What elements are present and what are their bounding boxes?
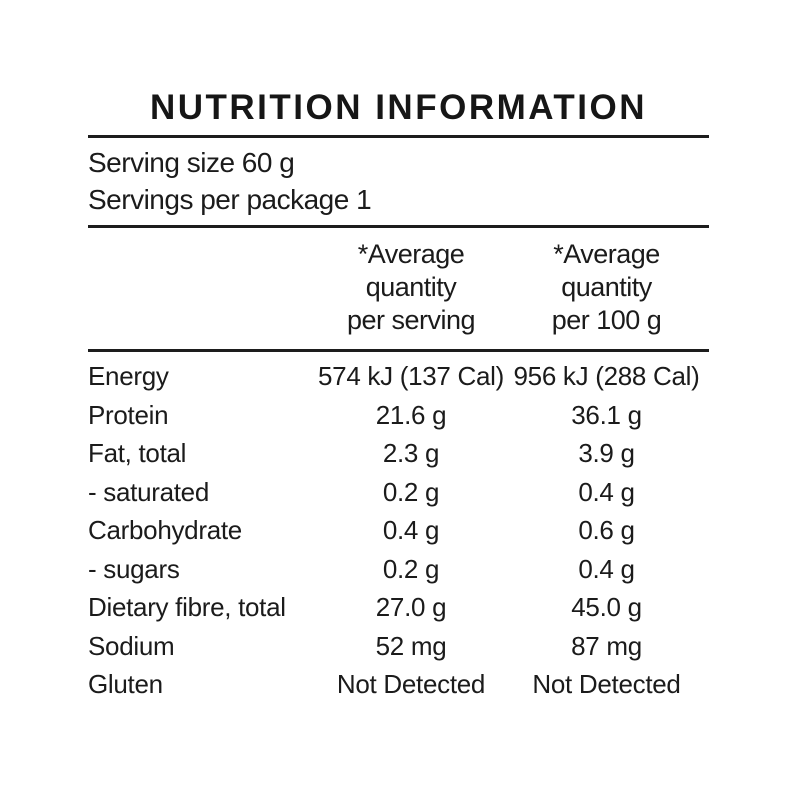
value-per-serving: 52 mg [375, 630, 447, 661]
table-row-carbohydrate: Carbohydrate 0.4 g 0.6 g [88, 511, 709, 550]
nutrient-name: - saturated [88, 476, 209, 507]
value-per-100g: Not Detected [532, 669, 681, 699]
divider-header [88, 349, 709, 352]
value-per-100g: 45.0 g [571, 592, 642, 622]
table-row-fat-total: Fat, total 2.3 g 3.9 g [88, 434, 709, 473]
value-per-serving: 0.2 g [382, 476, 440, 507]
header-line: per serving [346, 305, 476, 335]
value-per-100g: 87 mg [571, 630, 642, 661]
table-row-saturated: - saturated 0.2 g 0.4 g [88, 473, 709, 512]
value-per-100g: 956 kJ (288 Cal) [513, 361, 700, 391]
serving-size-text: Serving size 60 g [88, 147, 295, 178]
column-header-per-100g: *Average quantity per 100 g [504, 238, 709, 337]
value-per-100g: 0.6 g [578, 515, 635, 545]
value-per-serving: Not Detected [336, 669, 486, 699]
nutrient-table: Energy 574 kJ (137 Cal) 956 kJ (288 Cal)… [88, 352, 709, 704]
table-row-sugars: - sugars 0.2 g 0.4 g [88, 550, 709, 589]
header-line: *Average [357, 239, 465, 269]
table-row-gluten: Gluten Not Detected Not Detected [88, 665, 709, 704]
value-per-100g: 3.9 g [578, 438, 635, 468]
value-per-100g: 36.1 g [571, 399, 642, 430]
value-per-serving: 21.6 g [375, 399, 447, 430]
column-header-row: *Average quantity per serving *Average q… [88, 228, 709, 337]
value-per-100g: 0.4 g [578, 553, 635, 584]
servings-per-package-text: Servings per package 1 [88, 184, 372, 215]
nutrient-name: Gluten [88, 669, 163, 699]
header-line: quantity [561, 272, 652, 302]
header-line: per 100 g [551, 305, 662, 335]
table-row-sodium: Sodium 52 mg 87 mg [88, 627, 709, 666]
nutrient-name: Carbohydrate [88, 515, 242, 545]
column-header-per-serving: *Average quantity per serving [318, 238, 504, 337]
nutrient-name: Energy [88, 361, 169, 391]
value-per-serving: 574 kJ (137 Cal) [318, 361, 504, 391]
divider-top [88, 135, 709, 138]
serving-info: Serving size 60 g Servings per package 1 [88, 144, 709, 218]
nutrient-name: Sodium [88, 630, 175, 661]
nutrition-label: NUTRITION INFORMATION Serving size 60 g … [88, 0, 709, 704]
value-per-100g: 0.4 g [578, 476, 635, 507]
table-row-dietary-fibre: Dietary fibre, total 27.0 g 45.0 g [88, 588, 709, 627]
value-per-serving: 2.3 g [382, 438, 440, 468]
header-line: quantity [365, 272, 457, 302]
nutrient-name: Dietary fibre, total [88, 592, 286, 622]
table-row-energy: Energy 574 kJ (137 Cal) 956 kJ (288 Cal) [88, 357, 709, 396]
label-title: NUTRITION INFORMATION [149, 88, 648, 127]
nutrient-name: Protein [88, 399, 169, 430]
header-line: *Average [553, 239, 660, 269]
value-per-serving: 27.0 g [375, 592, 447, 622]
nutrient-name: - sugars [88, 553, 180, 584]
divider-serving [88, 225, 709, 228]
table-row-protein: Protein 21.6 g 36.1 g [88, 396, 709, 435]
value-per-serving: 0.2 g [382, 553, 440, 584]
nutrient-name: Fat, total [88, 438, 187, 468]
value-per-serving: 0.4 g [382, 515, 440, 545]
